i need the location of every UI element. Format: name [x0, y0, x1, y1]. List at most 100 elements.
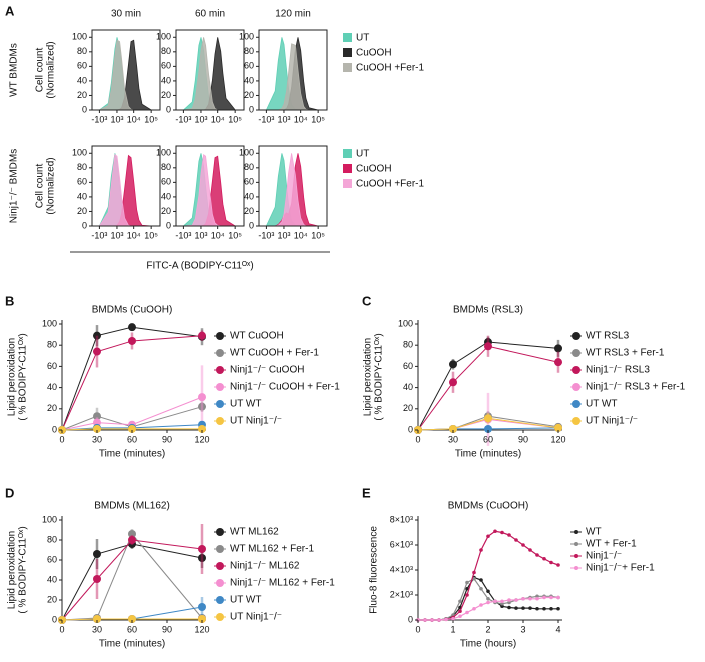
point [549, 595, 553, 600]
y-tick-label: 20 [161, 90, 171, 100]
legend-label: WT RSL3 [586, 331, 630, 342]
point [528, 548, 532, 552]
density-area [99, 39, 152, 111]
point [93, 331, 101, 340]
point [486, 596, 490, 601]
x-tick-label: 10⁵ [228, 230, 242, 240]
series-line [61, 618, 202, 621]
point [198, 603, 206, 611]
point [500, 601, 504, 606]
point [528, 606, 532, 610]
legend-label: UT [356, 33, 369, 44]
x-tick-label: 10³ [277, 114, 290, 124]
legend-label: UT WT [586, 399, 617, 410]
legend-marker [574, 554, 578, 558]
point [507, 598, 511, 602]
point [198, 615, 206, 623]
point [465, 610, 469, 615]
x-tick-label: 60 [127, 624, 137, 634]
plot-frame [175, 145, 245, 227]
row-label: Ninj1⁻/⁻ BMDMs [9, 149, 20, 223]
y-tick-label: 20 [403, 403, 413, 413]
series-line [61, 406, 203, 431]
point [500, 599, 504, 604]
legend-marker [572, 332, 580, 340]
y-tick-label: 20 [244, 206, 254, 216]
point [198, 424, 206, 433]
y-tick-label: 80 [47, 340, 57, 350]
legend-label: WT ML162 [230, 527, 279, 538]
legend-label: WT CuOOH [230, 331, 284, 342]
series-line [417, 417, 559, 431]
y-tick-label: 40 [244, 75, 254, 85]
legend-marker [216, 613, 224, 621]
y-tick-label: 0 [82, 220, 87, 230]
x-axis-label: Time (minutes) [455, 449, 521, 460]
point [535, 553, 539, 557]
y-tick-label: 0 [166, 104, 171, 114]
x-tick-label: 10³ [194, 230, 207, 240]
point [484, 342, 492, 351]
y-tick-label: 0 [249, 220, 254, 230]
y-tick-label: 60 [244, 61, 254, 71]
legend-label: UT [356, 149, 369, 160]
y-tick-label: 0 [82, 104, 87, 114]
y-tick-label: 40 [77, 191, 87, 201]
axes [417, 516, 562, 621]
y-axis-label: Cell count [35, 48, 46, 93]
x-tick-label: 90 [162, 434, 172, 444]
point [93, 412, 101, 421]
panel-label: B [5, 293, 14, 308]
y-axis-label: Fluo-8 fluorescence [369, 526, 380, 614]
x-tick-label: -10³ [258, 114, 274, 124]
x-tick-label: 10³ [194, 114, 207, 124]
point [500, 604, 504, 609]
point [521, 543, 525, 547]
point [479, 548, 483, 552]
x-tick-label: 10³ [110, 114, 123, 124]
x-tick-label: 30 [448, 434, 458, 444]
legend-label: UT WT [230, 595, 261, 606]
density-area [183, 37, 236, 111]
point [465, 580, 469, 585]
point [542, 556, 546, 561]
x-tick-label: 30 [92, 434, 102, 444]
y-axis-label: ( % BODIPY-C11ᴼˣ) [18, 333, 29, 420]
point [486, 589, 490, 594]
point [458, 614, 462, 619]
legend-label: CuOOH [356, 48, 392, 59]
y-tick-label: 20 [244, 90, 254, 100]
chart-title: 30 min [111, 9, 141, 20]
point [430, 618, 434, 622]
legend-swatch [343, 63, 352, 72]
point [528, 596, 532, 601]
legend-label: WT [586, 527, 602, 538]
y-axis-label: Lipid peroxidation [7, 338, 18, 416]
y-tick-label: 60 [47, 361, 57, 371]
series-line [418, 530, 559, 621]
legend-label: UT Ninj1⁻/⁻ [586, 416, 638, 427]
panel-label: C [362, 293, 372, 308]
y-tick-label: 100 [239, 148, 254, 158]
legend-swatch [343, 164, 352, 173]
point [514, 606, 518, 610]
legend-marker [216, 528, 224, 536]
x-tick-label: 10⁵ [144, 230, 158, 240]
point [93, 575, 101, 583]
y-tick-label: 80 [77, 46, 87, 56]
point [93, 550, 101, 558]
point [500, 530, 504, 535]
point [493, 599, 497, 604]
point [93, 615, 101, 623]
point [128, 530, 136, 538]
point [128, 615, 136, 623]
x-tick-label: 10⁴ [127, 114, 141, 124]
point [507, 605, 511, 610]
panel-label: A [5, 3, 15, 18]
legend-marker [216, 332, 224, 340]
point [486, 534, 490, 539]
point [93, 347, 101, 356]
series-line [61, 428, 202, 431]
axes [61, 320, 206, 431]
x-tick-label: 10⁴ [211, 230, 225, 240]
